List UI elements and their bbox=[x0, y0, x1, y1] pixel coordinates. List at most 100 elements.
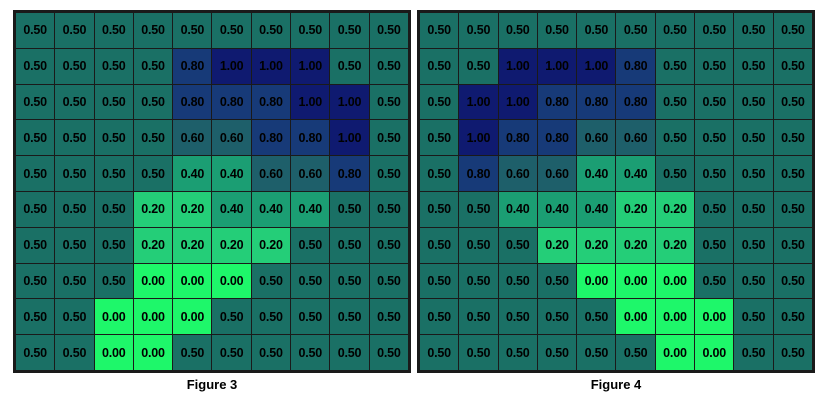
grid-cell: 0.20 bbox=[133, 227, 173, 263]
grid-cell: 0.50 bbox=[55, 120, 94, 156]
grid-cell: 0.50 bbox=[16, 299, 55, 335]
grid-cell: 0.50 bbox=[695, 263, 734, 299]
grid-cell: 0.50 bbox=[695, 48, 734, 84]
grid-cell: 0.50 bbox=[369, 335, 408, 370]
grid-cell: 0.80 bbox=[173, 84, 212, 120]
grid-cell: 0.50 bbox=[459, 13, 498, 48]
grid-cell: 0.50 bbox=[55, 335, 94, 370]
grid-cell: 0.50 bbox=[16, 84, 55, 120]
grid-cell: 0.50 bbox=[212, 299, 251, 335]
grid-cell: 0.50 bbox=[369, 48, 408, 84]
grid-cell: 0.50 bbox=[330, 191, 369, 227]
grid-cell: 0.80 bbox=[616, 84, 655, 120]
grid-cell: 0.50 bbox=[330, 335, 369, 370]
grid-cell: 0.50 bbox=[133, 156, 173, 191]
grid-cell: 0.50 bbox=[369, 13, 408, 48]
grid-cell: 0.50 bbox=[55, 13, 94, 48]
grid-cell: 0.50 bbox=[655, 156, 695, 191]
grid-cell: 0.50 bbox=[369, 299, 408, 335]
grid-cell: 0.80 bbox=[173, 48, 212, 84]
grid-cell: 0.50 bbox=[420, 48, 459, 84]
grid-cell: 0.50 bbox=[420, 13, 459, 48]
grid-cell: 0.50 bbox=[695, 120, 734, 156]
grid-cell: 0.50 bbox=[734, 120, 773, 156]
grid-cell: 0.50 bbox=[16, 48, 55, 84]
grid-cell: 0.50 bbox=[133, 84, 173, 120]
grid-cell: 0.50 bbox=[369, 120, 408, 156]
grid-cell: 0.50 bbox=[55, 299, 94, 335]
grid-cell: 0.20 bbox=[655, 191, 695, 227]
grid-cell: 0.50 bbox=[616, 13, 655, 48]
grid-cell: 0.50 bbox=[55, 156, 94, 191]
figure-3-grid: 0.50 0.50 0.50 0.50 0.50 0.50 0.50 0.50 0.50 0.50… bbox=[13, 10, 411, 373]
grid-cell: 0.50 bbox=[537, 335, 577, 370]
figure-4-caption: Figure 4 bbox=[590, 377, 642, 392]
grid-cell: 0.50 bbox=[537, 299, 577, 335]
grid-cell: 0.20 bbox=[616, 227, 655, 263]
grid-cell: 0.50 bbox=[16, 263, 55, 299]
grid-cell: 0.50 bbox=[498, 335, 537, 370]
grid-cell: 0.50 bbox=[459, 191, 498, 227]
grid-cell: 0.50 bbox=[369, 263, 408, 299]
grid-cell: 0.50 bbox=[498, 13, 537, 48]
grid-cell: 0.40 bbox=[616, 156, 655, 191]
grid-cell: 0.60 bbox=[537, 156, 577, 191]
grid-cell: 0.50 bbox=[773, 156, 812, 191]
grid-cell: 0.50 bbox=[291, 227, 330, 263]
grid-cell: 0.50 bbox=[655, 48, 695, 84]
grid-cell: 0.50 bbox=[498, 299, 537, 335]
grid-cell: 0.50 bbox=[251, 299, 291, 335]
grid-cell: 0.50 bbox=[577, 13, 616, 48]
grid-cell: 1.00 bbox=[459, 120, 498, 156]
grid-cell: 0.50 bbox=[94, 48, 133, 84]
grid-cell: 0.00 bbox=[616, 263, 655, 299]
grid-cell: 0.50 bbox=[734, 263, 773, 299]
grid-cell: 0.80 bbox=[577, 84, 616, 120]
grid-cell: 0.50 bbox=[459, 227, 498, 263]
grid-cell: 0.50 bbox=[420, 299, 459, 335]
grid-cell: 0.40 bbox=[291, 191, 330, 227]
grid-cell: 0.50 bbox=[695, 13, 734, 48]
grid-cell: 1.00 bbox=[459, 84, 498, 120]
grid-cell: 0.20 bbox=[655, 227, 695, 263]
grid-cell: 0.50 bbox=[55, 191, 94, 227]
grid-cell: 0.50 bbox=[734, 335, 773, 370]
grid-cell: 0.50 bbox=[16, 13, 55, 48]
grid-cell: 0.50 bbox=[734, 48, 773, 84]
grid-cell: 0.50 bbox=[773, 227, 812, 263]
grid-cell: 0.50 bbox=[734, 84, 773, 120]
grid-cell: 0.50 bbox=[420, 335, 459, 370]
grid-cell: 0.50 bbox=[291, 13, 330, 48]
grid-cell: 0.40 bbox=[577, 191, 616, 227]
grid-cell: 0.50 bbox=[369, 227, 408, 263]
grid-cell: 0.50 bbox=[94, 263, 133, 299]
grid-cell: 0.50 bbox=[420, 120, 459, 156]
grid-cell: 0.50 bbox=[773, 335, 812, 370]
grid-cell: 0.40 bbox=[212, 191, 251, 227]
grid-cell: 0.00 bbox=[133, 299, 173, 335]
grid-cell: 0.50 bbox=[173, 335, 212, 370]
grid-cell: 1.00 bbox=[498, 48, 537, 84]
grid-cell: 0.50 bbox=[369, 191, 408, 227]
grid-cell: 0.50 bbox=[655, 120, 695, 156]
grid-cell: 0.00 bbox=[655, 335, 695, 370]
grid-cell: 0.50 bbox=[773, 48, 812, 84]
grid-cell: 0.20 bbox=[537, 227, 577, 263]
grid-cell: 0.50 bbox=[695, 227, 734, 263]
grid-cell: 0.20 bbox=[577, 227, 616, 263]
grid-cell: 0.50 bbox=[695, 156, 734, 191]
grid-cell: 0.50 bbox=[330, 263, 369, 299]
grid-cell: 0.20 bbox=[616, 191, 655, 227]
grid-cell: 0.00 bbox=[173, 299, 212, 335]
grid-cell: 0.60 bbox=[616, 120, 655, 156]
grid-cell: 0.50 bbox=[773, 84, 812, 120]
grid-cell: 0.50 bbox=[133, 120, 173, 156]
grid-cell: 0.50 bbox=[420, 191, 459, 227]
grid-cell: 0.80 bbox=[291, 120, 330, 156]
grid-cell: 0.20 bbox=[173, 191, 212, 227]
grid-cell: 0.50 bbox=[498, 263, 537, 299]
grid-cell: 0.50 bbox=[291, 299, 330, 335]
grid-cell: 0.50 bbox=[330, 48, 369, 84]
grid-cell: 0.50 bbox=[537, 13, 577, 48]
grid-cell: 1.00 bbox=[537, 48, 577, 84]
